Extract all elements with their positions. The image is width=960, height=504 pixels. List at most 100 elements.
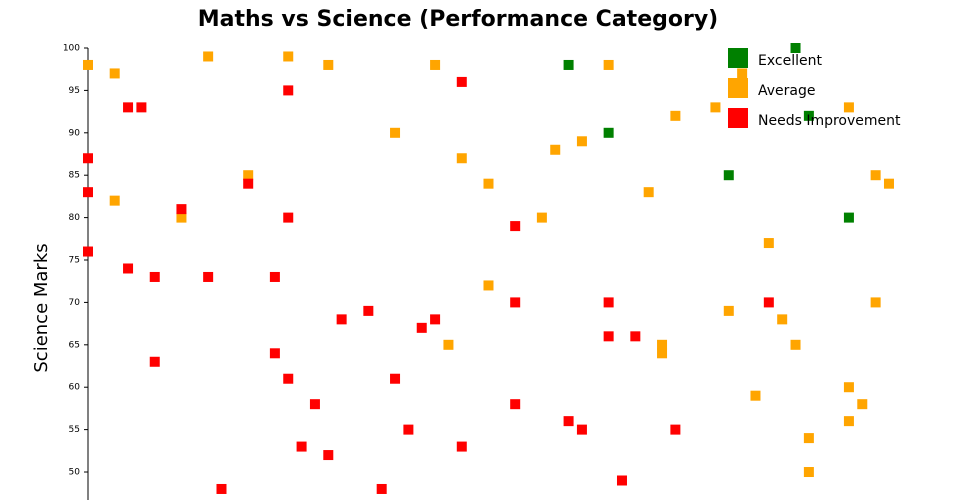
point [203,51,214,62]
point [723,170,734,181]
point [83,187,93,198]
legend-swatch [728,48,748,68]
point [630,331,641,342]
point [803,110,814,121]
point [176,212,187,223]
y-tick-label: 55 [69,425,80,435]
point [136,102,147,113]
point [149,356,160,367]
point [857,399,868,410]
point [883,178,894,189]
point [737,68,748,79]
y-tick-label: 100 [63,44,80,54]
point [456,441,467,452]
y-tick-label: 65 [69,340,80,350]
point [510,399,521,410]
point [149,271,160,282]
point [843,212,854,223]
point [710,102,721,113]
point [603,331,614,342]
y-tick-label: 80 [69,213,81,223]
point [763,238,774,249]
point [109,195,120,206]
point [536,212,547,223]
y-tick-label: 75 [69,256,80,266]
plot-area [83,43,894,494]
point [430,59,441,70]
point [803,467,814,478]
point [803,433,814,444]
point [643,187,654,198]
point [309,399,320,410]
y-tick-label: 95 [69,86,80,96]
point [843,102,854,113]
point [390,373,401,384]
point [283,85,294,96]
point [510,221,521,232]
point [176,204,187,215]
point [843,416,854,427]
point [790,339,801,350]
point [416,322,427,333]
point [323,59,334,70]
point [363,305,374,316]
point [657,348,668,359]
y-tick-label: 60 [69,383,81,393]
y-tick-label: 85 [69,171,80,181]
point [403,424,414,435]
point [790,43,801,53]
point [603,127,614,138]
point [870,297,881,308]
point [723,305,734,316]
y-tick-label: 90 [69,128,81,138]
point [296,441,307,452]
point [109,68,120,79]
point [283,373,294,384]
point [616,475,627,486]
point [870,170,881,181]
chart-title: Maths vs Science (Performance Category) [198,7,718,32]
point [843,382,854,393]
legend-swatch [728,78,748,98]
point [670,110,681,121]
point [443,339,454,350]
point [456,76,467,87]
point [483,178,494,189]
point [83,246,93,257]
point [336,314,347,325]
point [283,212,294,223]
point [510,297,521,308]
y-tick-label: 50 [69,468,81,478]
point [216,483,227,494]
point [83,59,93,70]
legend: Excellent Average Needs Improvement [728,48,901,129]
point [390,127,401,138]
y-axis-label: Science Marks [31,243,52,372]
legend-label: Needs Improvement [758,113,901,129]
legend-label: Average [758,83,816,99]
point [456,153,467,164]
point [670,424,681,435]
point [657,339,668,350]
point [203,271,214,282]
point [83,153,93,164]
point [323,450,334,461]
point [483,280,494,291]
point [269,271,280,282]
point [603,59,614,70]
point [603,297,614,308]
legend-label: Excellent [758,53,822,69]
point [750,390,761,401]
point [269,348,280,359]
point [123,102,134,113]
point [376,483,387,494]
point [576,424,587,435]
y-tick-label: 70 [69,298,81,308]
point [563,59,574,70]
point [243,170,254,181]
point [283,51,294,62]
point [550,144,561,155]
point [243,178,254,189]
legend-swatch [728,108,748,128]
